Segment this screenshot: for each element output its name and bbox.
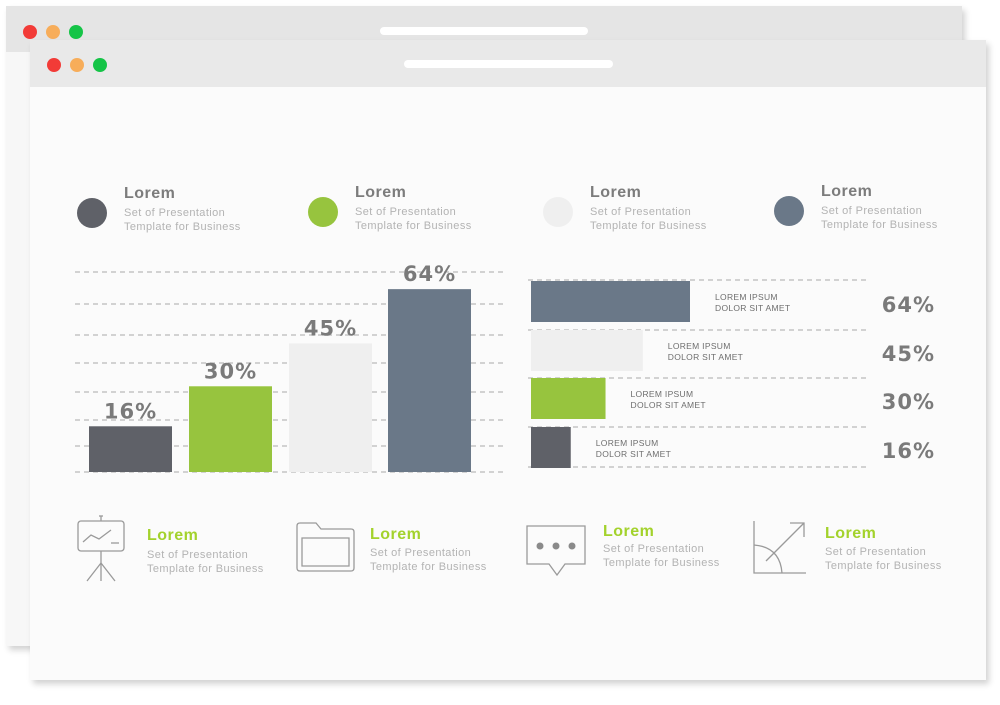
back-address-bar[interactable] xyxy=(380,27,588,35)
maximize-dot-icon[interactable] xyxy=(69,25,83,39)
feature-subtitle: Set of Presentation Template for Business xyxy=(147,549,264,575)
legend-title: Lorem xyxy=(124,185,176,202)
h-bar-value-label: 16% xyxy=(882,439,935,463)
h-bar-label-line2: DOLOR SIT AMET xyxy=(631,400,706,410)
front-browser-window xyxy=(30,40,986,680)
legend-swatch xyxy=(77,198,107,228)
feature-subtitle: Set of Presentation Template for Business xyxy=(825,546,942,572)
h-bar-label-line1: LOREM IPSUM xyxy=(715,292,778,302)
h-bar-label-line2: DOLOR SIT AMET xyxy=(668,352,743,362)
legend-subtitle: Set of Presentation Template for Business xyxy=(590,206,707,232)
v-bar-value-label: 16% xyxy=(104,399,157,423)
v-bar-value-label: 64% xyxy=(403,262,456,286)
v-bar-value-label: 30% xyxy=(204,359,257,383)
legend-title: Lorem xyxy=(355,184,407,201)
minimize-dot-icon[interactable] xyxy=(70,58,84,72)
presentation-board-icon xyxy=(77,515,125,582)
h-bar xyxy=(531,378,606,419)
growth-chart-icon xyxy=(753,521,806,574)
feature-subtitle: Set of Presentation Template for Business xyxy=(603,543,720,569)
h-bar xyxy=(531,281,690,322)
v-bar xyxy=(289,343,372,472)
minimize-dot-icon[interactable] xyxy=(46,25,60,39)
feature-title: Lorem xyxy=(825,525,877,542)
h-bar-label-line2: DOLOR SIT AMET xyxy=(596,449,671,459)
legend-title: Lorem xyxy=(821,183,873,200)
legend-swatch xyxy=(543,197,573,227)
legend-swatch xyxy=(774,196,804,226)
v-bar-value-label: 45% xyxy=(304,316,357,340)
front-address-bar[interactable] xyxy=(404,60,613,68)
feature-title: Lorem xyxy=(147,527,199,544)
h-bar-label-line1: LOREM IPSUM xyxy=(596,438,659,448)
v-bar xyxy=(388,289,471,472)
front-window-titlebar xyxy=(30,40,986,87)
legend-subtitle: Set of Presentation Template for Business xyxy=(124,207,241,233)
h-bar-value-label: 45% xyxy=(882,342,935,366)
h-bar-label-line1: LOREM IPSUM xyxy=(668,341,731,351)
legend-subtitle: Set of Presentation Template for Business xyxy=(821,205,938,231)
feature-title: Lorem xyxy=(370,526,422,543)
h-bar-label-line1: LOREM IPSUM xyxy=(631,389,694,399)
h-bar xyxy=(531,427,571,468)
close-dot-icon[interactable] xyxy=(47,58,61,72)
legend-title: Lorem xyxy=(590,184,642,201)
feature-title: Lorem xyxy=(603,523,655,540)
h-bar xyxy=(531,330,643,371)
folder-icon xyxy=(296,522,355,572)
feature-subtitle: Set of Presentation Template for Business xyxy=(370,547,487,573)
chat-bubble-icon xyxy=(526,525,586,577)
close-dot-icon[interactable] xyxy=(23,25,37,39)
v-bar xyxy=(89,426,172,472)
h-bar-value-label: 64% xyxy=(882,293,935,317)
legend-swatch xyxy=(308,197,338,227)
h-bar-value-label: 30% xyxy=(882,390,935,414)
h-bar-label-line2: DOLOR SIT AMET xyxy=(715,303,790,313)
legend-subtitle: Set of Presentation Template for Business xyxy=(355,206,472,232)
v-bar xyxy=(189,386,272,472)
maximize-dot-icon[interactable] xyxy=(93,58,107,72)
